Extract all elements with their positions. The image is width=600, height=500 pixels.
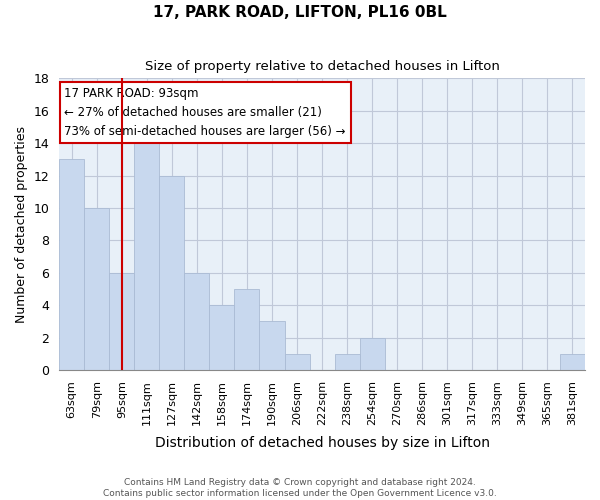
Title: Size of property relative to detached houses in Lifton: Size of property relative to detached ho… (145, 60, 500, 73)
Bar (284, 354, 310, 370)
Bar (160, 176, 184, 370)
Bar (59, 160, 84, 370)
X-axis label: Distribution of detached houses by size in Lifton: Distribution of detached houses by size … (155, 436, 490, 450)
Bar (209, 305, 235, 370)
Bar (335, 354, 359, 370)
Bar (560, 354, 585, 370)
Bar (84, 208, 109, 370)
Text: 17 PARK ROAD: 93sqm
← 27% of detached houses are smaller (21)
73% of semi-detach: 17 PARK ROAD: 93sqm ← 27% of detached ho… (64, 87, 346, 138)
Bar (259, 322, 284, 370)
Bar (134, 143, 160, 370)
Text: Contains HM Land Registry data © Crown copyright and database right 2024.
Contai: Contains HM Land Registry data © Crown c… (103, 478, 497, 498)
Y-axis label: Number of detached properties: Number of detached properties (15, 126, 28, 322)
Bar (109, 273, 134, 370)
Bar (184, 273, 209, 370)
Bar (235, 289, 259, 370)
Text: 17, PARK ROAD, LIFTON, PL16 0BL: 17, PARK ROAD, LIFTON, PL16 0BL (153, 5, 447, 20)
Bar (359, 338, 385, 370)
